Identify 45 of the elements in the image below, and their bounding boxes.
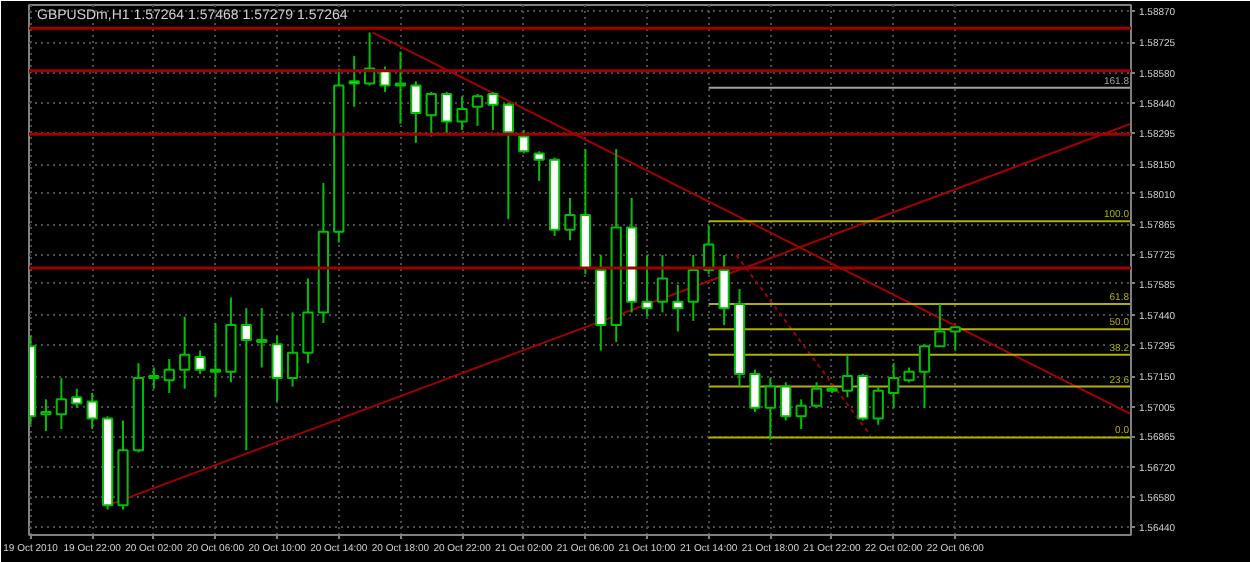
candlestick (148, 366, 160, 390)
candlestick (533, 150, 545, 182)
candlestick (780, 381, 792, 422)
candlestick (441, 90, 453, 136)
candlestick (55, 377, 67, 430)
candlestick (286, 311, 299, 388)
candlestick (71, 387, 83, 409)
candlestick (918, 343, 931, 409)
candlestick (764, 377, 776, 441)
candlestick (795, 398, 807, 430)
candlestick (209, 322, 222, 399)
candlestick (672, 283, 684, 333)
candlestick (656, 254, 669, 314)
candlestick (379, 65, 391, 93)
candlestick (256, 307, 268, 369)
candlestick (163, 358, 175, 394)
candlestick (40, 398, 52, 433)
candlestick (718, 254, 730, 327)
candlestick (86, 391, 98, 430)
candlestick (410, 80, 422, 144)
candlestick (687, 254, 699, 322)
candlestick (471, 93, 484, 127)
candlestick (225, 296, 237, 384)
candlestick (810, 381, 823, 409)
candlestick (564, 196, 576, 242)
candlestick (857, 372, 869, 422)
candlestick (456, 95, 468, 132)
candlestick (841, 353, 854, 399)
candlestick (872, 385, 884, 426)
candlestick (502, 101, 514, 221)
candlestick (641, 254, 653, 318)
candlestick (271, 334, 283, 403)
candlestick (749, 368, 761, 414)
candlestick (888, 362, 900, 409)
candlestick (518, 129, 530, 155)
candlestick (194, 349, 206, 375)
candlestick (487, 90, 499, 132)
candlestick (425, 90, 437, 138)
candlestick (179, 315, 191, 390)
candlestick (949, 326, 961, 352)
candlestick (348, 54, 360, 108)
candlestick (394, 50, 407, 125)
candlestick (240, 307, 252, 452)
candlestick (934, 302, 946, 348)
candlestick (302, 277, 314, 365)
